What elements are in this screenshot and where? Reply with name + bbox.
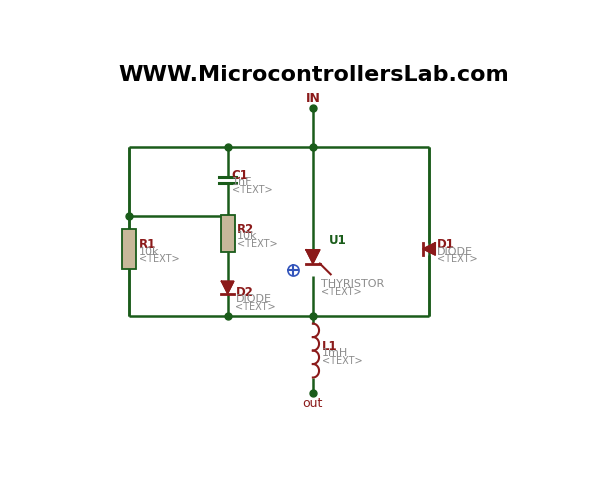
- Text: <TEXT>: <TEXT>: [437, 255, 477, 264]
- Text: 10k: 10k: [138, 247, 159, 256]
- Text: THYRISTOR: THYRISTOR: [321, 279, 384, 289]
- Text: DIODE: DIODE: [236, 294, 271, 304]
- Text: <TEXT>: <TEXT>: [236, 302, 276, 312]
- Text: D2: D2: [236, 286, 253, 299]
- Text: R1: R1: [138, 238, 155, 251]
- Text: DIODE: DIODE: [437, 247, 473, 256]
- Text: <TEXT>: <TEXT>: [237, 239, 278, 249]
- Text: U1: U1: [329, 233, 346, 246]
- Text: L1: L1: [322, 340, 338, 353]
- Polygon shape: [222, 281, 234, 294]
- Text: out: out: [303, 397, 323, 410]
- Polygon shape: [423, 243, 435, 255]
- Text: <TEXT>: <TEXT>: [231, 185, 272, 195]
- Text: <TEXT>: <TEXT>: [322, 356, 363, 366]
- Bar: [122, 229, 136, 269]
- Text: D1: D1: [437, 238, 455, 251]
- Text: 1mH: 1mH: [322, 348, 348, 358]
- Text: <TEXT>: <TEXT>: [138, 255, 179, 264]
- Text: R2: R2: [237, 223, 254, 236]
- Polygon shape: [306, 250, 320, 264]
- Text: IN: IN: [305, 92, 320, 105]
- Text: C1: C1: [231, 169, 248, 182]
- Bar: [221, 215, 234, 252]
- Text: 1nF: 1nF: [231, 177, 252, 187]
- Text: <TEXT>: <TEXT>: [321, 287, 361, 298]
- Text: WWW.MicrocontrollersLab.com: WWW.MicrocontrollersLab.com: [118, 65, 509, 85]
- Text: 10k: 10k: [237, 231, 258, 241]
